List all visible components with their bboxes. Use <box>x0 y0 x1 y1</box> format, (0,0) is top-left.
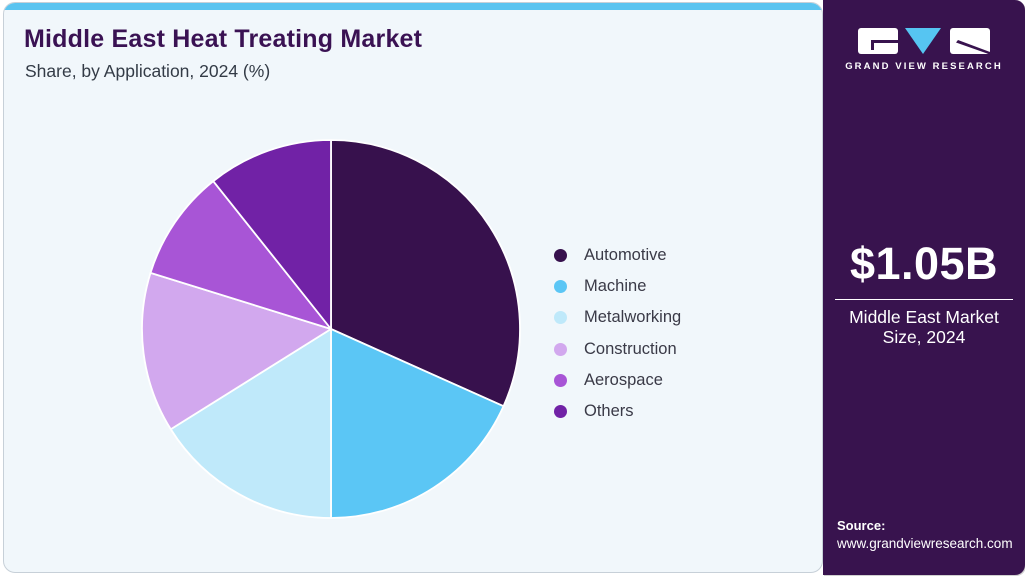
pie-slice-construction <box>141 271 332 431</box>
legend-item-machine: Machine <box>554 271 681 302</box>
page-title: Middle East Heat Treating Market <box>24 25 423 53</box>
divider <box>835 299 1013 300</box>
source-url: www.grandviewresearch.com <box>837 536 1013 551</box>
brand-name: GRAND VIEW RESEARCH <box>845 61 1003 72</box>
source-label: Source: <box>837 518 886 533</box>
legend-label: Others <box>584 402 634 421</box>
market-size-value: $1.05B <box>849 238 999 289</box>
legend-item-metalworking: Metalworking <box>554 302 681 333</box>
pie-slice-automotive <box>330 139 521 408</box>
page-subtitle: Share, by Application, 2024 (%) <box>25 61 271 81</box>
legend-label: Construction <box>584 339 677 358</box>
legend-dot-icon <box>554 342 567 356</box>
logo-tile-r <box>950 28 990 54</box>
logo-letter-g <box>871 40 898 50</box>
legend-item-automotive: Automotive <box>554 240 681 271</box>
gvr-logo-icon <box>858 28 990 55</box>
chart-card: Middle East Heat Treating Market Share, … <box>3 2 823 573</box>
pie-slice-others <box>212 139 332 330</box>
legend-label: Machine <box>584 277 647 296</box>
legend-dot-icon <box>554 311 567 325</box>
legend-dot-icon <box>554 405 567 419</box>
legend-item-construction: Construction <box>554 334 681 365</box>
legend-dot-icon <box>554 280 567 294</box>
legend-label: Automotive <box>584 246 667 265</box>
brand-sidebar: GRAND VIEW RESEARCH $1.05B Middle East M… <box>823 0 1025 575</box>
legend-label: Aerospace <box>584 370 663 389</box>
legend-item-aerospace: Aerospace <box>554 365 681 396</box>
logo-letter-v <box>905 28 941 54</box>
pie-chart <box>141 139 521 519</box>
market-size-label: Middle East Market Size, 2024 <box>849 307 999 347</box>
pie-slice-metalworking <box>169 328 332 519</box>
source-block: Source: www.grandviewresearch.com <box>837 518 1013 551</box>
legend-label: Metalworking <box>584 308 682 327</box>
market-size-block: $1.05B Middle East Market Size, 2024 <box>833 238 1015 347</box>
pie-slice-aerospace <box>149 180 332 330</box>
legend-dot-icon <box>554 373 567 387</box>
legend-item-others: Others <box>554 396 681 427</box>
pie-slice-machine <box>330 328 505 519</box>
accent-strip <box>4 3 822 10</box>
logo-letter-r <box>956 40 990 55</box>
legend: Automotive Machine Metalworking Constructio… <box>554 240 681 427</box>
legend-dot-icon <box>554 249 567 263</box>
